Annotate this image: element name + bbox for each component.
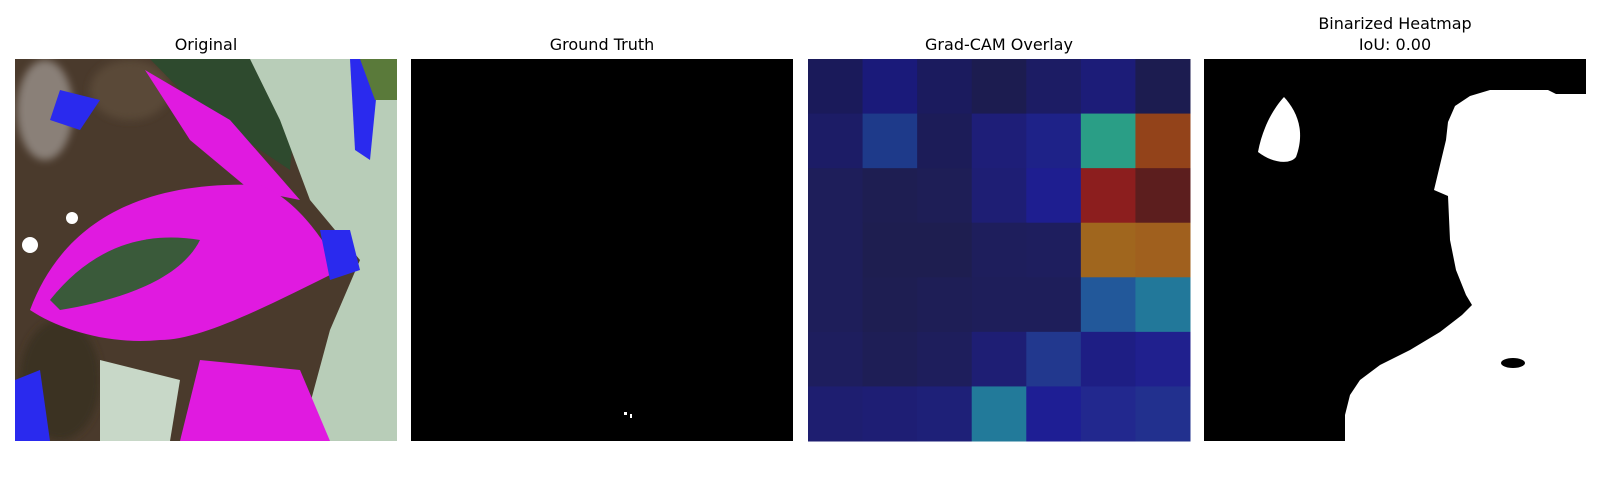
heatmap-cell — [1135, 168, 1191, 224]
heatmap-cell — [971, 168, 1027, 224]
heatmap-cell — [917, 386, 973, 442]
heatmap-cell — [862, 222, 918, 278]
heatmap-cell — [1080, 113, 1136, 169]
original-image — [15, 59, 397, 441]
heatmap-cell — [862, 168, 918, 224]
heatmap-cell — [862, 331, 918, 387]
heatmap-cell — [808, 331, 864, 387]
heatmap-cell — [1080, 331, 1136, 387]
panel-title: Original — [175, 35, 238, 54]
ground-truth-mask — [411, 59, 793, 441]
heatmap-cell — [971, 113, 1027, 169]
heatmap-cell — [917, 59, 973, 115]
heatmap-cell — [917, 331, 973, 387]
heatmap-cell — [1080, 386, 1136, 442]
heatmap-cell — [1080, 222, 1136, 278]
panel-title: Binarized Heatmap — [1318, 14, 1471, 33]
heatmap-cell — [1135, 113, 1191, 169]
heatmap-cell — [862, 386, 918, 442]
heatmap-cell — [1135, 277, 1191, 333]
heatmap-cell — [808, 277, 864, 333]
heatmap-cell — [1135, 386, 1191, 442]
heatmap-cell — [1026, 168, 1082, 224]
binarized-heatmap — [1204, 59, 1586, 441]
heatmap-cell — [971, 331, 1027, 387]
panel-title: Grad-CAM Overlay — [925, 35, 1073, 54]
heatmap-cell — [808, 386, 864, 442]
heatmap-cell — [862, 113, 918, 169]
panel-title: Ground Truth — [550, 35, 655, 54]
heatmap-cell — [971, 386, 1027, 442]
heatmap-cell — [1080, 168, 1136, 224]
heatmap-cell — [1080, 277, 1136, 333]
heatmap-cell — [808, 222, 864, 278]
heatmap-cell — [862, 59, 918, 115]
heatmap-cell — [917, 168, 973, 224]
heatmap-cell — [971, 277, 1027, 333]
heatmap-cell — [1135, 222, 1191, 278]
gradcam-overlay — [808, 59, 1191, 442]
heatmap-cell — [808, 59, 864, 115]
panel-subtitle: IoU: 0.00 — [1359, 35, 1431, 54]
heatmap-cell — [917, 113, 973, 169]
heatmap-cell — [1026, 113, 1082, 169]
heatmap-cell — [1026, 386, 1082, 442]
heatmap-cell — [808, 113, 864, 169]
heatmap-cell — [971, 59, 1027, 115]
heatmap-cell — [1135, 331, 1191, 387]
heatmap-cell — [917, 222, 973, 278]
heatmap-cell — [917, 277, 973, 333]
heatmap-cell — [1026, 331, 1082, 387]
heatmap-cell — [1026, 277, 1082, 333]
heatmap-cell — [1080, 59, 1136, 115]
heatmap-cell — [971, 222, 1027, 278]
heatmap-cell — [1026, 59, 1082, 115]
heatmap-cell — [862, 277, 918, 333]
heatmap-cell — [1026, 222, 1082, 278]
heatmap-cell — [808, 168, 864, 224]
heatmap-cell — [1135, 59, 1191, 115]
